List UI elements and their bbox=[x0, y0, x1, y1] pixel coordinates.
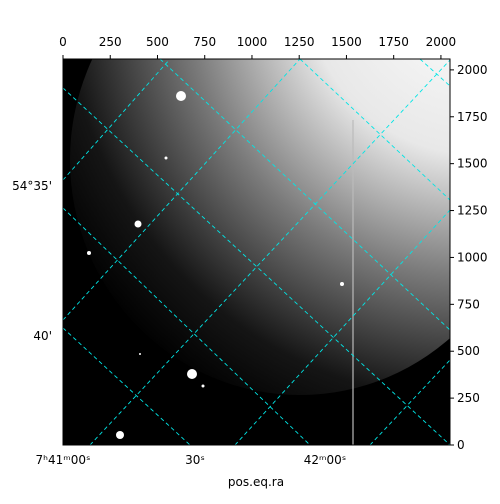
y-tick-label: 500 bbox=[457, 344, 480, 358]
x-tick-label: 750 bbox=[193, 35, 216, 49]
world-y-tick-label: 40' bbox=[33, 329, 52, 343]
x-tick-label: 2000 bbox=[426, 35, 457, 49]
x-tick-label: 1000 bbox=[237, 35, 268, 49]
world-x-tick-label: 30ˢ bbox=[185, 453, 205, 467]
coordinate-grid bbox=[63, 59, 450, 445]
x-tick-label: 0 bbox=[59, 35, 67, 49]
world-x-tick-label: 42ᵐ00ˢ bbox=[304, 453, 347, 467]
y-tick-label: 1250 bbox=[457, 204, 488, 218]
world-y-tick-label: 54°35' bbox=[12, 179, 52, 193]
x-tick-label: 1750 bbox=[378, 35, 409, 49]
y-tick-label: 0 bbox=[457, 438, 465, 452]
image bbox=[63, 59, 450, 445]
world-x-tick-label: 7ʰ41ᵐ00ˢ bbox=[36, 453, 91, 467]
x-tick-label: 500 bbox=[146, 35, 169, 49]
y-tick-label: 1000 bbox=[457, 250, 488, 264]
x-tick-label: 1500 bbox=[331, 35, 362, 49]
x-tick-label: 1250 bbox=[284, 35, 315, 49]
plot-frame bbox=[62, 58, 451, 446]
y-tick-label: 250 bbox=[457, 391, 480, 405]
y-tick-label: 1750 bbox=[457, 110, 488, 124]
y-tick-label: 750 bbox=[457, 297, 480, 311]
y-tick-label: 2000 bbox=[457, 63, 488, 77]
x-tick-label: 250 bbox=[99, 35, 122, 49]
x-axis-label: pos.eq.ra bbox=[228, 475, 284, 489]
y-tick-label: 1500 bbox=[457, 157, 488, 171]
